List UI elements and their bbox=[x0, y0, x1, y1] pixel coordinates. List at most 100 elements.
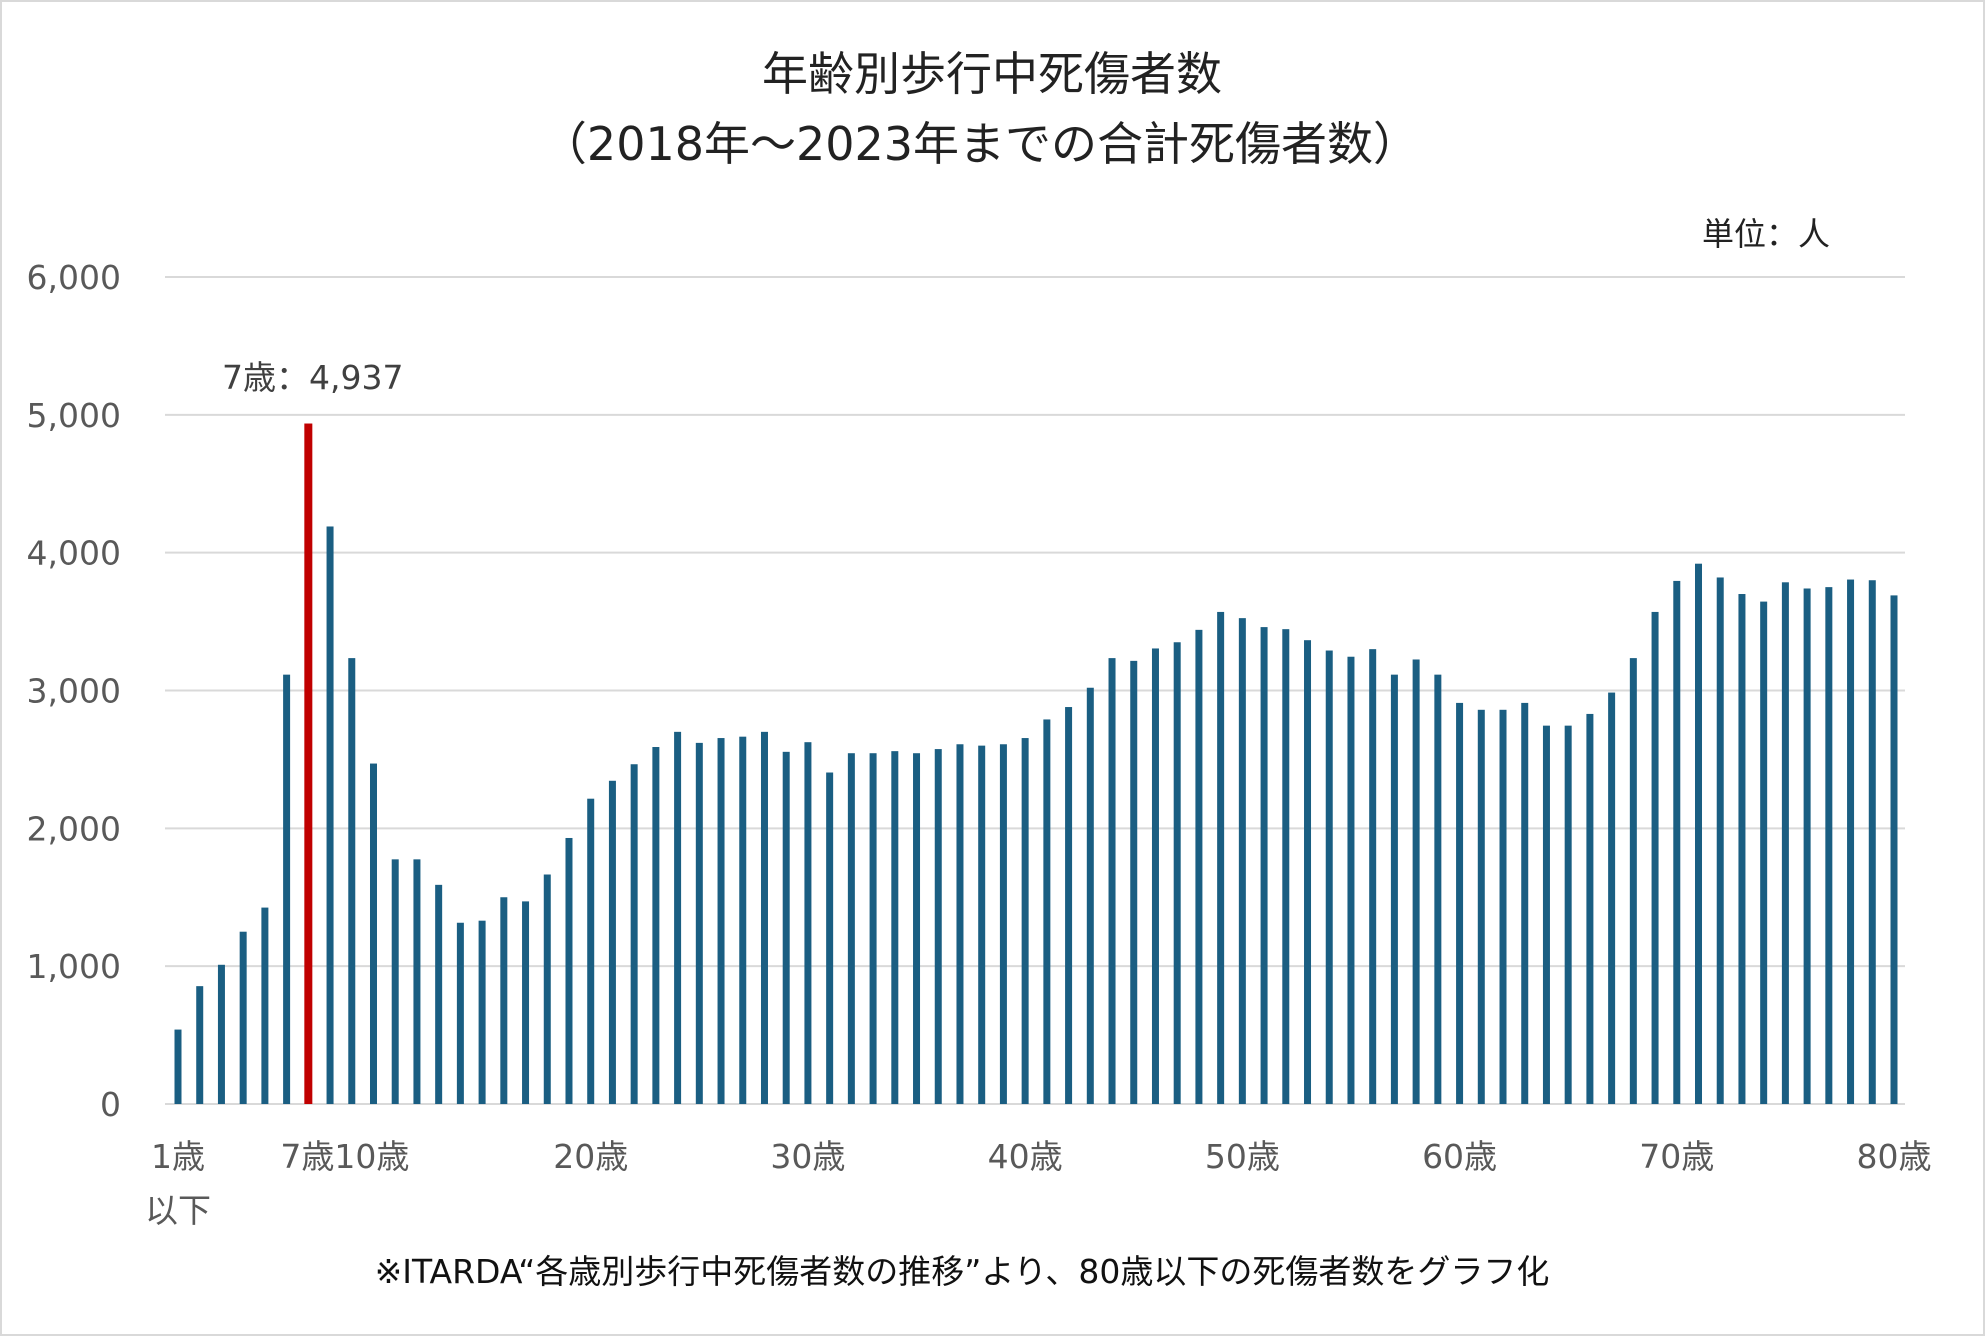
bar bbox=[1043, 719, 1051, 1104]
bar bbox=[565, 837, 573, 1104]
bar bbox=[391, 859, 399, 1104]
bar bbox=[283, 674, 291, 1104]
bar bbox=[1173, 642, 1181, 1104]
bar bbox=[913, 753, 921, 1104]
bar bbox=[261, 907, 269, 1104]
bar bbox=[1434, 674, 1442, 1104]
bar bbox=[239, 931, 247, 1104]
x-tick-label: 80歳 bbox=[1857, 1137, 1932, 1176]
bar bbox=[1195, 629, 1203, 1104]
bar bbox=[826, 772, 834, 1104]
bar bbox=[869, 753, 877, 1104]
bar bbox=[1325, 650, 1333, 1104]
bar bbox=[522, 901, 530, 1104]
bar bbox=[956, 744, 964, 1104]
bar bbox=[1608, 692, 1616, 1104]
bar bbox=[478, 920, 486, 1104]
bar bbox=[1390, 674, 1398, 1104]
x-tick-label: 60歳 bbox=[1422, 1137, 1497, 1176]
x-tick-label-line2: 以下 bbox=[145, 1191, 211, 1230]
bar bbox=[847, 753, 855, 1104]
bar bbox=[1304, 640, 1312, 1104]
y-tick-label: 6,000 bbox=[27, 258, 121, 297]
x-tick-label: 30歳 bbox=[770, 1137, 845, 1176]
bar bbox=[1847, 579, 1855, 1104]
bar bbox=[782, 751, 790, 1104]
y-tick-label: 0 bbox=[100, 1085, 121, 1124]
bar bbox=[1217, 611, 1225, 1104]
y-tick-label: 5,000 bbox=[27, 396, 121, 435]
bar bbox=[608, 780, 616, 1104]
bar bbox=[739, 736, 747, 1104]
bar bbox=[1760, 601, 1768, 1104]
bar bbox=[1716, 577, 1724, 1104]
bar bbox=[500, 897, 508, 1104]
bar bbox=[1564, 725, 1572, 1104]
bar bbox=[369, 763, 377, 1104]
bar bbox=[760, 731, 768, 1104]
bar bbox=[587, 798, 595, 1104]
bar bbox=[1347, 656, 1355, 1104]
bar bbox=[348, 658, 356, 1104]
x-tick-label: 50歳 bbox=[1205, 1137, 1280, 1176]
bar bbox=[1651, 611, 1659, 1104]
bar bbox=[717, 738, 725, 1104]
chart-title: 年齢別歩行中死傷者数 bbox=[762, 47, 1222, 101]
bar bbox=[1629, 658, 1637, 1104]
bar bbox=[1151, 648, 1159, 1104]
bar bbox=[1499, 709, 1507, 1104]
bar bbox=[413, 859, 421, 1104]
bar bbox=[1890, 595, 1898, 1104]
bar bbox=[695, 742, 703, 1104]
x-tick-label: 20歳 bbox=[553, 1137, 628, 1176]
highlight-annotation: 7歳：4,937 bbox=[222, 358, 403, 397]
bar bbox=[999, 744, 1007, 1104]
bar bbox=[1825, 587, 1833, 1104]
bar bbox=[1238, 618, 1246, 1104]
bar bbox=[326, 526, 334, 1104]
bar bbox=[174, 1029, 182, 1104]
bar bbox=[1412, 659, 1420, 1104]
bar bbox=[1586, 713, 1594, 1104]
bar bbox=[934, 749, 942, 1104]
x-tick-label: 7歳 bbox=[280, 1137, 334, 1176]
bar bbox=[543, 874, 551, 1104]
x-tick-label: 70歳 bbox=[1639, 1137, 1714, 1176]
bar bbox=[1781, 582, 1789, 1104]
bar bbox=[1673, 580, 1681, 1104]
x-tick-label: 1歳 bbox=[151, 1137, 205, 1176]
bar bbox=[435, 884, 443, 1104]
unit-label: 単位：人 bbox=[1702, 215, 1830, 253]
bar bbox=[891, 751, 899, 1104]
bar bbox=[1021, 738, 1029, 1104]
bar bbox=[1456, 702, 1464, 1104]
bar bbox=[217, 964, 225, 1104]
bar bbox=[1282, 629, 1290, 1104]
bar bbox=[1695, 563, 1703, 1104]
bar bbox=[674, 731, 682, 1104]
bar bbox=[1738, 594, 1746, 1104]
bar bbox=[1477, 709, 1485, 1104]
bar bbox=[1130, 660, 1138, 1104]
bar bbox=[978, 745, 986, 1104]
bar bbox=[1803, 588, 1811, 1104]
bar bbox=[1086, 687, 1094, 1104]
y-tick-label: 3,000 bbox=[27, 672, 121, 711]
bar bbox=[1868, 580, 1876, 1104]
x-tick-label: 40歳 bbox=[988, 1137, 1063, 1176]
bar bbox=[630, 764, 638, 1104]
bar bbox=[1065, 707, 1073, 1104]
bar bbox=[196, 986, 204, 1104]
bar bbox=[1369, 649, 1377, 1104]
y-tick-label: 1,000 bbox=[27, 947, 121, 986]
bar bbox=[1542, 725, 1550, 1104]
chart-subtitle: （2018年～2023年までの合計死傷者数） bbox=[541, 117, 1419, 171]
bar-highlight bbox=[304, 423, 313, 1104]
footnote: ※ITARDA“各歳別歩行中死傷者数の推移”より、80歳以下の死傷者数をグラフ化 bbox=[375, 1252, 1550, 1291]
y-tick-label: 4,000 bbox=[27, 534, 121, 573]
bar bbox=[804, 742, 812, 1104]
bar bbox=[652, 747, 660, 1104]
y-tick-label: 2,000 bbox=[27, 809, 121, 848]
x-tick-label: 10歳 bbox=[334, 1137, 409, 1176]
